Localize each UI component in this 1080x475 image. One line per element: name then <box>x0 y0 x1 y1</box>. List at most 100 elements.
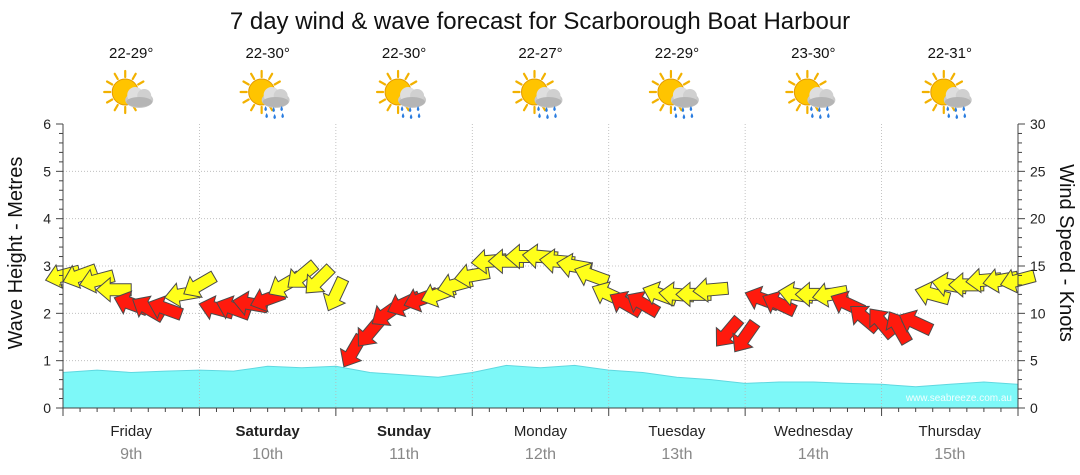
cloud-shape <box>943 87 972 108</box>
raindrop <box>819 114 822 119</box>
sun-ray <box>250 103 256 112</box>
sun-ray <box>137 80 145 86</box>
sun-ray <box>515 98 523 104</box>
sun-ray <box>250 72 256 81</box>
raindrop <box>401 113 405 118</box>
sun-ray <box>795 103 801 112</box>
sun-ray <box>515 80 523 86</box>
left-tick-label: 2 <box>43 305 51 321</box>
sun-ray <box>242 80 250 86</box>
raindrop <box>826 106 829 111</box>
sun-ray <box>113 72 119 81</box>
cloud-part <box>399 97 426 107</box>
temperature-label: 22-29° <box>655 45 699 62</box>
raindrop <box>690 113 694 118</box>
sun-ray <box>659 72 665 81</box>
raindrop <box>811 113 814 118</box>
raindrop <box>827 113 830 118</box>
wind-arrow-shape <box>78 268 116 294</box>
sun-ray <box>378 80 387 86</box>
showers-icon <box>512 69 563 119</box>
sun-ray <box>409 80 418 86</box>
cloud-part <box>126 97 153 107</box>
sun-ray <box>932 103 938 112</box>
sun-ray <box>819 80 827 86</box>
raindrop <box>272 107 275 112</box>
showers-icon <box>785 69 836 119</box>
cloud-shape <box>398 87 427 108</box>
raindrop <box>409 114 413 119</box>
temperature-label: 22-30° <box>382 45 426 62</box>
sun-ray <box>386 72 392 81</box>
wind-arrow <box>811 282 849 308</box>
temperature-label: 22-29° <box>109 45 153 62</box>
wind-arrow-shape <box>692 276 729 304</box>
wind-arrow <box>732 318 761 353</box>
sun-ray <box>386 103 392 112</box>
sun-ray <box>131 72 137 81</box>
showers-icon <box>648 69 699 119</box>
sun-ray <box>955 80 964 86</box>
wind-arrow-shape <box>715 314 745 347</box>
day-name-label: Sunday <box>377 423 432 440</box>
right-axis-title: Wind Speed - Knots <box>1055 164 1077 342</box>
sun-ray <box>788 98 796 104</box>
day-date-label: 10th <box>252 446 283 463</box>
raindrop <box>818 107 821 112</box>
cloud-shape <box>807 87 836 108</box>
day-name-label: Thursday <box>919 423 982 440</box>
wind-arrow-shape <box>898 309 935 337</box>
raindrop <box>681 107 685 112</box>
wind-arrow <box>715 314 745 347</box>
sun-ray <box>677 72 683 81</box>
raindrop <box>673 106 677 111</box>
wind-arrow <box>78 268 116 294</box>
sun-ray <box>242 98 250 104</box>
raindrop <box>955 114 959 119</box>
wind-arrow-shape <box>626 290 662 319</box>
raindrop <box>538 113 541 118</box>
raindrop <box>408 107 412 112</box>
raindrop <box>810 106 813 111</box>
cloud-shape <box>670 87 699 108</box>
cloud-part <box>671 97 698 107</box>
left-tick-label: 5 <box>43 163 51 179</box>
axes <box>56 123 1025 416</box>
watermark: www.seabreeze.com.au <box>905 393 1012 404</box>
cloud-part <box>944 97 971 107</box>
raindrop <box>280 106 283 111</box>
sun-ray <box>105 98 114 104</box>
raindrop <box>962 106 966 111</box>
left-tick-label: 1 <box>43 353 51 369</box>
wind-arrow-shape <box>322 275 350 312</box>
raindrop <box>417 113 421 118</box>
cloud-part <box>262 97 289 107</box>
wind-arrow <box>626 290 662 319</box>
wind-arrow-shape <box>885 311 913 346</box>
raindrop <box>265 113 268 118</box>
sun-ray <box>540 72 547 81</box>
weather-forecast: 22-29° 22-30° 22-30° 22-27° 22-29° 23-30° 22-3… <box>103 45 972 119</box>
left-tick-label: 3 <box>43 258 51 274</box>
day-date-label: 14th <box>798 446 829 463</box>
raindrop <box>416 106 420 111</box>
wind-arrow-shape <box>811 282 849 308</box>
day-labels: Friday 9th Saturday 10th Sunday 11th Monday 12t… <box>110 423 981 463</box>
wind-arrow <box>183 270 218 298</box>
temperature-label: 22-27° <box>518 45 562 62</box>
sun-ray <box>268 72 274 81</box>
sun-ray <box>273 80 281 86</box>
raindrop <box>281 113 284 118</box>
wind-arrow-shape <box>287 259 320 288</box>
raindrop <box>400 106 404 111</box>
sun-ray <box>105 80 114 86</box>
day-date-label: 9th <box>120 446 142 463</box>
wave-height-area <box>62 364 1019 409</box>
raindrop <box>947 113 951 118</box>
raindrop <box>689 106 693 111</box>
right-tick-label: 0 <box>1030 400 1038 416</box>
temperature-label: 22-30° <box>245 45 289 62</box>
raindrop <box>545 107 548 112</box>
showers-icon <box>239 69 290 119</box>
